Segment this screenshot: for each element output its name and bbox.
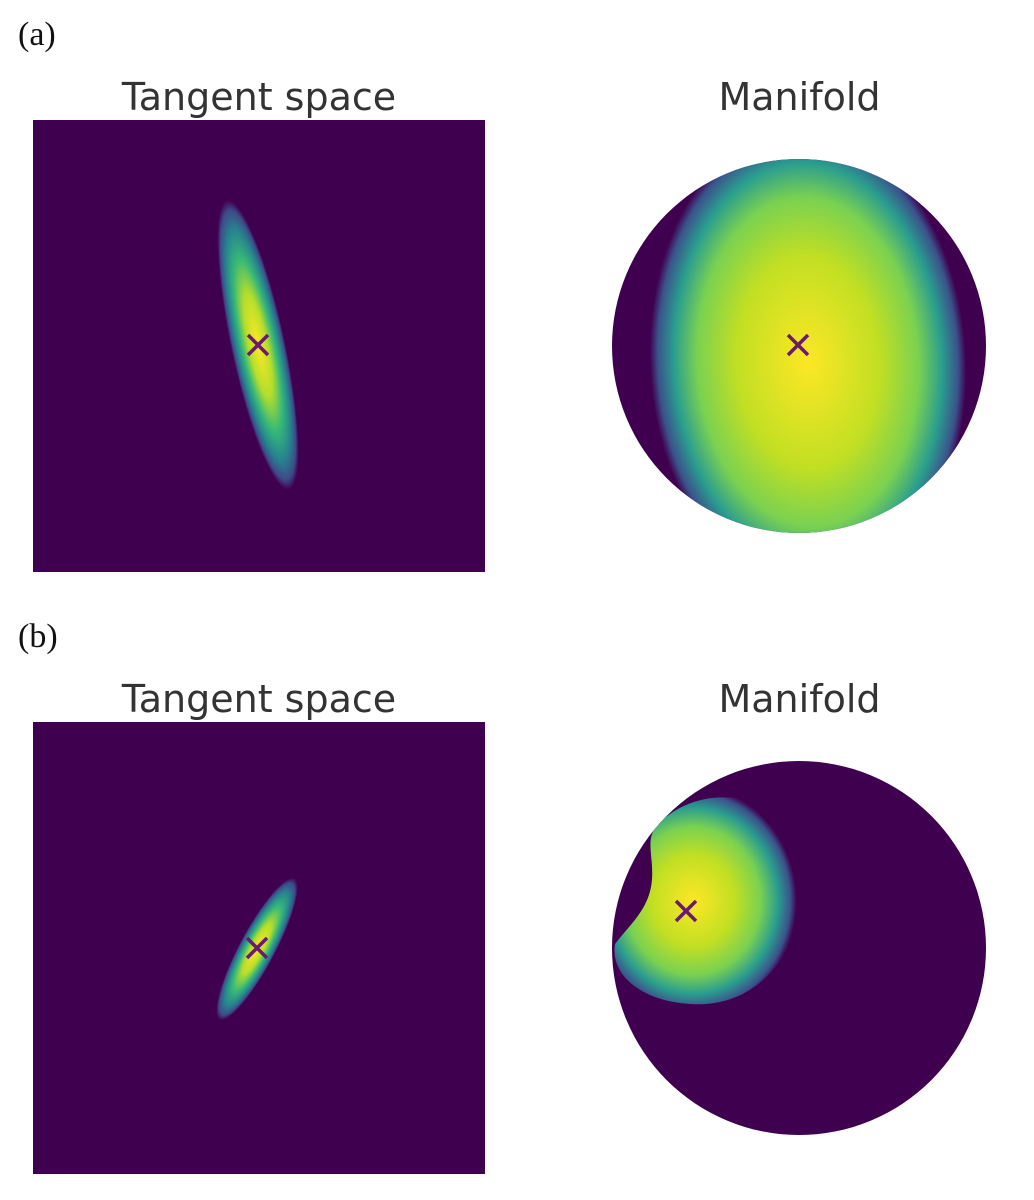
tangent-space-title-b: Tangent space	[121, 677, 397, 721]
mean-marker	[245, 936, 269, 960]
mean-marker	[786, 333, 810, 357]
mean-marker	[674, 899, 698, 923]
manifold-title-a: Manifold	[718, 75, 881, 119]
density-region	[614, 797, 803, 1005]
manifold-title-b: Manifold	[718, 677, 881, 721]
panel-label-a: (a)	[18, 16, 56, 53]
density-region	[649, 159, 967, 533]
tangent-space-plot-b	[33, 722, 485, 1174]
mean-marker	[246, 333, 270, 357]
panel-label-b: (b)	[18, 618, 58, 655]
tangent-space-title-a: Tangent space	[121, 75, 397, 119]
tangent-space-plot-a	[33, 120, 485, 572]
manifold-plot-a	[612, 159, 986, 533]
manifold-plot-b	[612, 761, 986, 1135]
